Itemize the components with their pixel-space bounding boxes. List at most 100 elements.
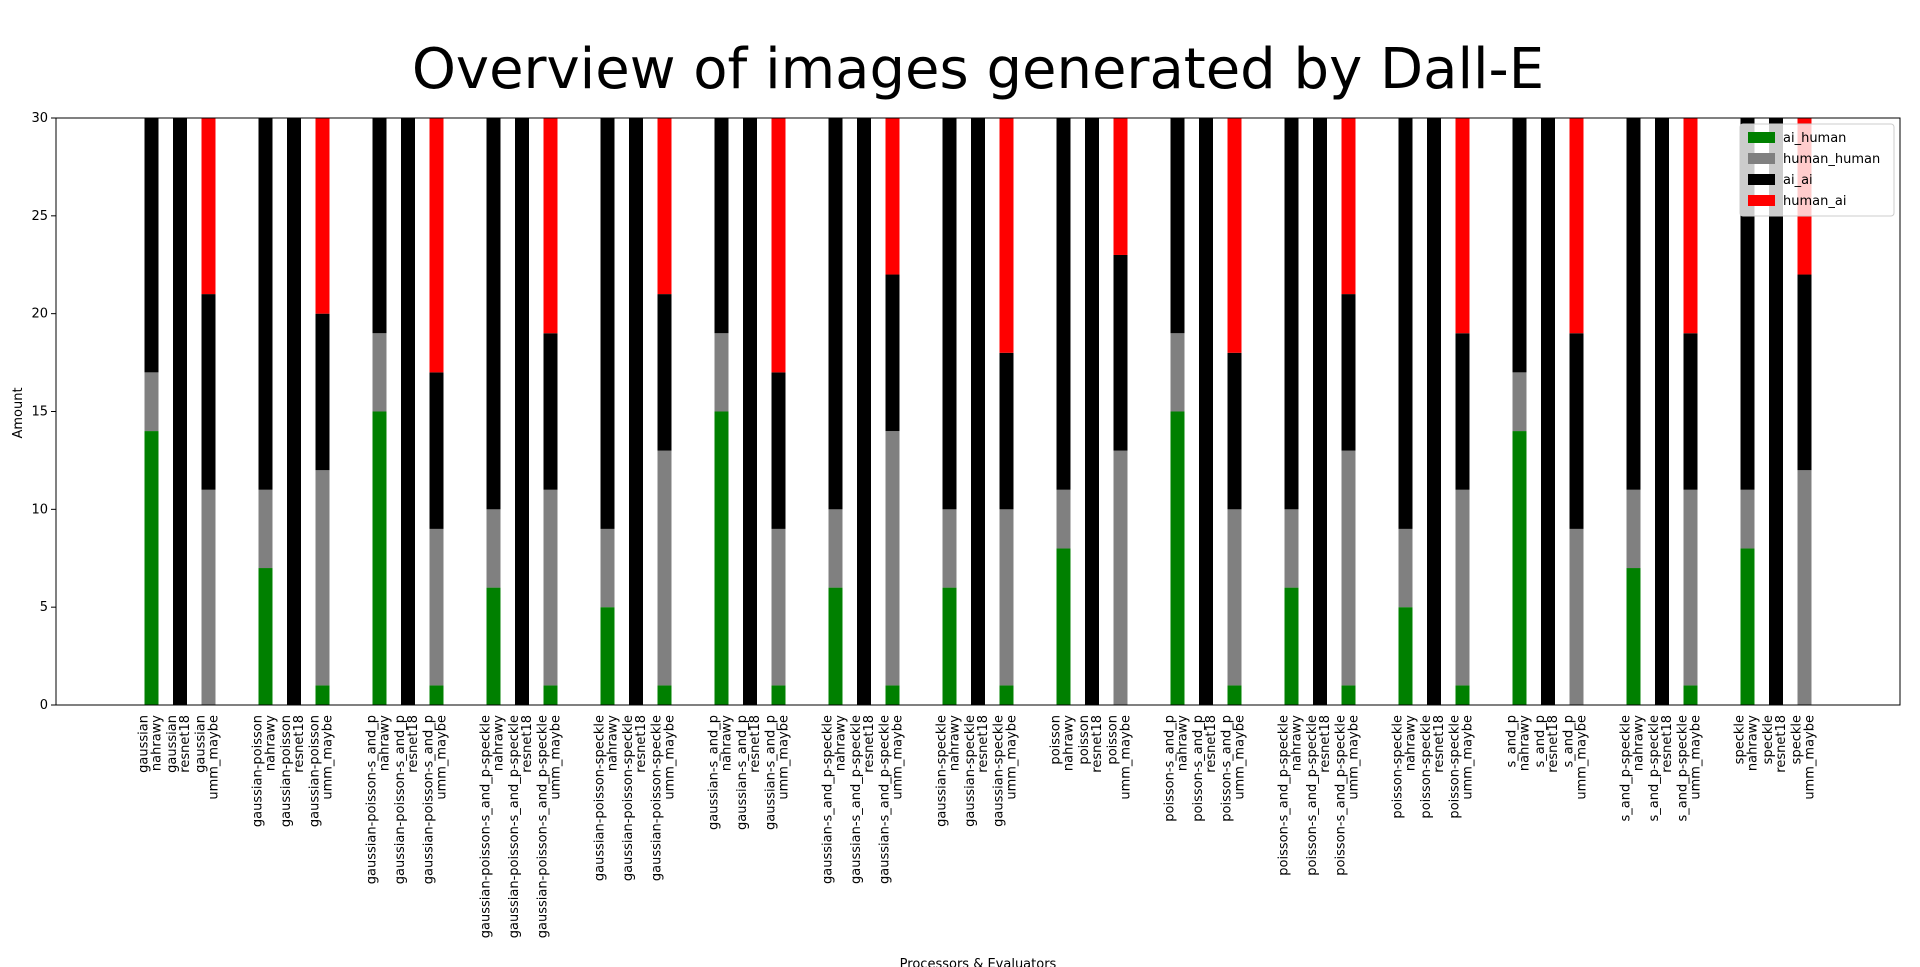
bar-segment-human_human xyxy=(1341,450,1356,686)
x-tick-label: umm_maybe xyxy=(1689,715,1704,800)
y-tick-label: 10 xyxy=(31,502,48,517)
bar-segment-human_human xyxy=(942,509,957,588)
x-tick-label: nahrawy xyxy=(1290,715,1305,771)
x-tick-label: resnet18 xyxy=(976,715,991,773)
bar-segment-ai_human xyxy=(144,431,159,705)
bar-segment-human_ai xyxy=(657,118,672,295)
bar-segment-human_ai xyxy=(1227,118,1242,353)
bar-segment-ai_human xyxy=(942,587,957,705)
y-tick-label: 5 xyxy=(40,600,48,615)
bar-segment-human_human xyxy=(1284,509,1299,588)
bar-segment-human_ai xyxy=(999,118,1014,353)
x-tick-label: poisson xyxy=(1106,715,1121,765)
x-tick-label: poisson xyxy=(1049,715,1064,765)
bar-segment-ai_ai xyxy=(486,118,501,510)
x-tick-label: s_and_p xyxy=(1533,715,1548,767)
bar-segment-human_human xyxy=(999,509,1014,686)
bar-segment-human_ai xyxy=(771,118,786,373)
bar-segment-human_human xyxy=(372,333,387,412)
x-tick-label: umm_maybe xyxy=(207,715,222,800)
x-tick-label: poisson-s_and_p xyxy=(1191,715,1206,822)
x-tick-label: resnet18 xyxy=(520,715,535,773)
bar-segment-ai_human xyxy=(1170,411,1185,705)
bar-segment-ai_ai xyxy=(1655,118,1669,705)
bar-segment-human_human xyxy=(543,489,558,686)
x-tick-label: nahrawy xyxy=(1404,715,1419,771)
x-tick-label: resnet18 xyxy=(1546,715,1561,773)
legend-box xyxy=(1739,123,1895,217)
bar-segment-ai_ai xyxy=(1341,294,1356,451)
bar-segment-ai_human xyxy=(1341,685,1356,705)
x-tick-label: poisson xyxy=(1077,715,1092,765)
bar-segment-ai_ai xyxy=(1427,118,1441,705)
x-tick-label: resnet18 xyxy=(1432,715,1447,773)
x-tick-label: gaussian-speckle xyxy=(963,715,978,827)
bar-segment-human_human xyxy=(1113,450,1128,705)
x-tick-label: gaussian-poisson-s_and_p-speckle xyxy=(479,715,494,938)
x-tick-label: umm_maybe xyxy=(1461,715,1476,800)
bar-segment-ai_ai xyxy=(1113,254,1128,451)
bar-segment-ai_human xyxy=(372,411,387,705)
bar-segment-ai_human xyxy=(885,685,900,705)
y-axis-label: Amount xyxy=(11,387,26,438)
legend-swatch-ai_ai xyxy=(1748,174,1775,185)
x-tick-label: gaussian-speckle xyxy=(992,715,1007,827)
x-tick-label: gaussian-poisson xyxy=(308,715,323,827)
x-tick-label: resnet18 xyxy=(406,715,421,773)
x-tick-label: gaussian-poisson-s_and_p xyxy=(393,715,408,884)
bar-segment-human_human xyxy=(771,528,786,686)
bar-segment-ai_human xyxy=(1056,548,1071,705)
x-tick-label: resnet18 xyxy=(1090,715,1105,773)
x-tick-label: gaussian-poisson xyxy=(251,715,266,827)
x-tick-label: nahrawy xyxy=(1176,715,1191,771)
bar-segment-ai_ai xyxy=(515,118,529,705)
x-tick-label: umm_maybe xyxy=(1575,715,1590,800)
legend-label-ai_human: ai_human xyxy=(1783,131,1846,146)
legend-label-ai_ai: ai_ai xyxy=(1783,173,1813,188)
bar-segment-ai_ai xyxy=(942,118,957,510)
bar-segment-ai_ai xyxy=(971,118,985,705)
bar-segment-ai_ai xyxy=(173,118,187,705)
x-tick-label: s_and_p xyxy=(1505,715,1520,767)
bar-segment-human_human xyxy=(1170,333,1185,412)
bar-segment-ai_ai xyxy=(657,294,672,451)
bar-segment-ai_ai xyxy=(1398,118,1413,529)
bar-segment-ai_ai xyxy=(999,352,1014,510)
bar-segment-human_ai xyxy=(1569,118,1584,334)
x-tick-label: resnet18 xyxy=(862,715,877,773)
x-tick-label: umm_maybe xyxy=(663,715,678,800)
bar-segment-human_human xyxy=(1569,528,1584,705)
legend: ai_human human_human ai_ai human_ai xyxy=(1739,123,1895,217)
x-tick-label: nahrawy xyxy=(1632,715,1647,771)
bar-segment-human_human xyxy=(1683,489,1698,686)
bar-segment-human_human xyxy=(1512,372,1527,432)
x-tick-label: nahrawy xyxy=(948,715,963,771)
bar-segment-ai_ai xyxy=(1626,118,1641,490)
bar-segment-ai_ai xyxy=(714,118,729,334)
bar-segment-ai_human xyxy=(714,411,729,705)
bar-segment-ai_ai xyxy=(258,118,273,490)
x-tick-label: nahrawy xyxy=(264,715,279,771)
x-tick-label: umm_maybe xyxy=(1233,715,1248,800)
x-tick-label: gaussian-s_and_p xyxy=(707,715,722,830)
x-tick-label: s_and_p-speckle xyxy=(1619,715,1634,821)
x-tick-label: poisson-s_and_p-speckle xyxy=(1305,715,1320,876)
bar-segment-ai_human xyxy=(1455,685,1470,705)
x-tick-label: gaussian-poisson-speckle xyxy=(593,715,608,881)
x-tick-label: resnet18 xyxy=(1660,715,1675,773)
bar-segment-ai_human xyxy=(828,587,843,705)
bar-segment-ai_human xyxy=(771,685,786,705)
bar-segment-ai_human xyxy=(1284,587,1299,705)
bar-segment-ai_ai xyxy=(372,118,387,334)
legend-swatch-ai_human xyxy=(1748,132,1775,143)
bar-segment-ai_ai xyxy=(1085,118,1099,705)
x-tick-label: poisson-speckle xyxy=(1391,715,1406,819)
bar-segment-human_human xyxy=(1797,470,1812,705)
y-tick-label: 15 xyxy=(31,405,48,420)
bar-segment-human_human xyxy=(828,509,843,588)
bar-segment-ai_ai xyxy=(629,118,643,705)
bar-segment-human_ai xyxy=(543,118,558,334)
x-tick-label: resnet18 xyxy=(178,715,193,773)
bar-segment-human_human xyxy=(1227,509,1242,686)
bar-segment-ai_ai xyxy=(1541,118,1555,705)
